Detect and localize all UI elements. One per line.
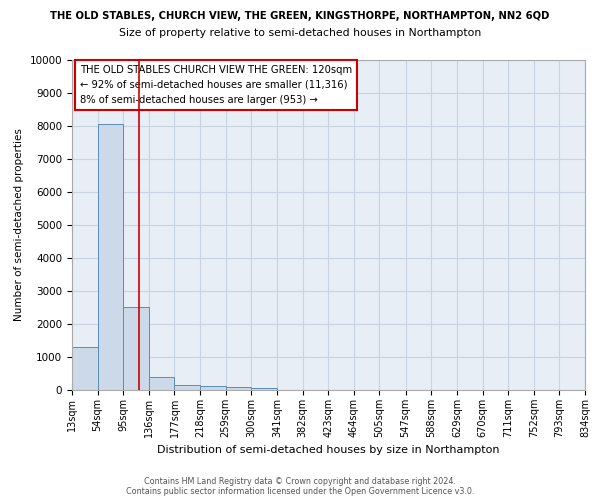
Text: THE OLD STABLES CHURCH VIEW THE GREEN: 120sqm
← 92% of semi-detached houses are : THE OLD STABLES CHURCH VIEW THE GREEN: 1…	[80, 65, 352, 104]
Bar	[123, 307, 149, 390]
X-axis label: Distribution of semi-detached houses by size in Northampton: Distribution of semi-detached houses by …	[157, 446, 500, 456]
Bar	[200, 386, 226, 390]
Bar	[226, 388, 251, 390]
Y-axis label: Number of semi-detached properties: Number of semi-detached properties	[14, 128, 24, 322]
Text: Contains public sector information licensed under the Open Government Licence v3: Contains public sector information licen…	[126, 487, 474, 496]
Bar	[251, 388, 277, 390]
Text: Size of property relative to semi-detached houses in Northampton: Size of property relative to semi-detach…	[119, 28, 481, 38]
Text: Contains HM Land Registry data © Crown copyright and database right 2024.: Contains HM Land Registry data © Crown c…	[144, 478, 456, 486]
Bar	[98, 124, 123, 390]
Text: THE OLD STABLES, CHURCH VIEW, THE GREEN, KINGSTHORPE, NORTHAMPTON, NN2 6QD: THE OLD STABLES, CHURCH VIEW, THE GREEN,…	[50, 11, 550, 21]
Bar	[72, 347, 98, 390]
Bar	[149, 377, 175, 390]
Bar	[175, 384, 200, 390]
